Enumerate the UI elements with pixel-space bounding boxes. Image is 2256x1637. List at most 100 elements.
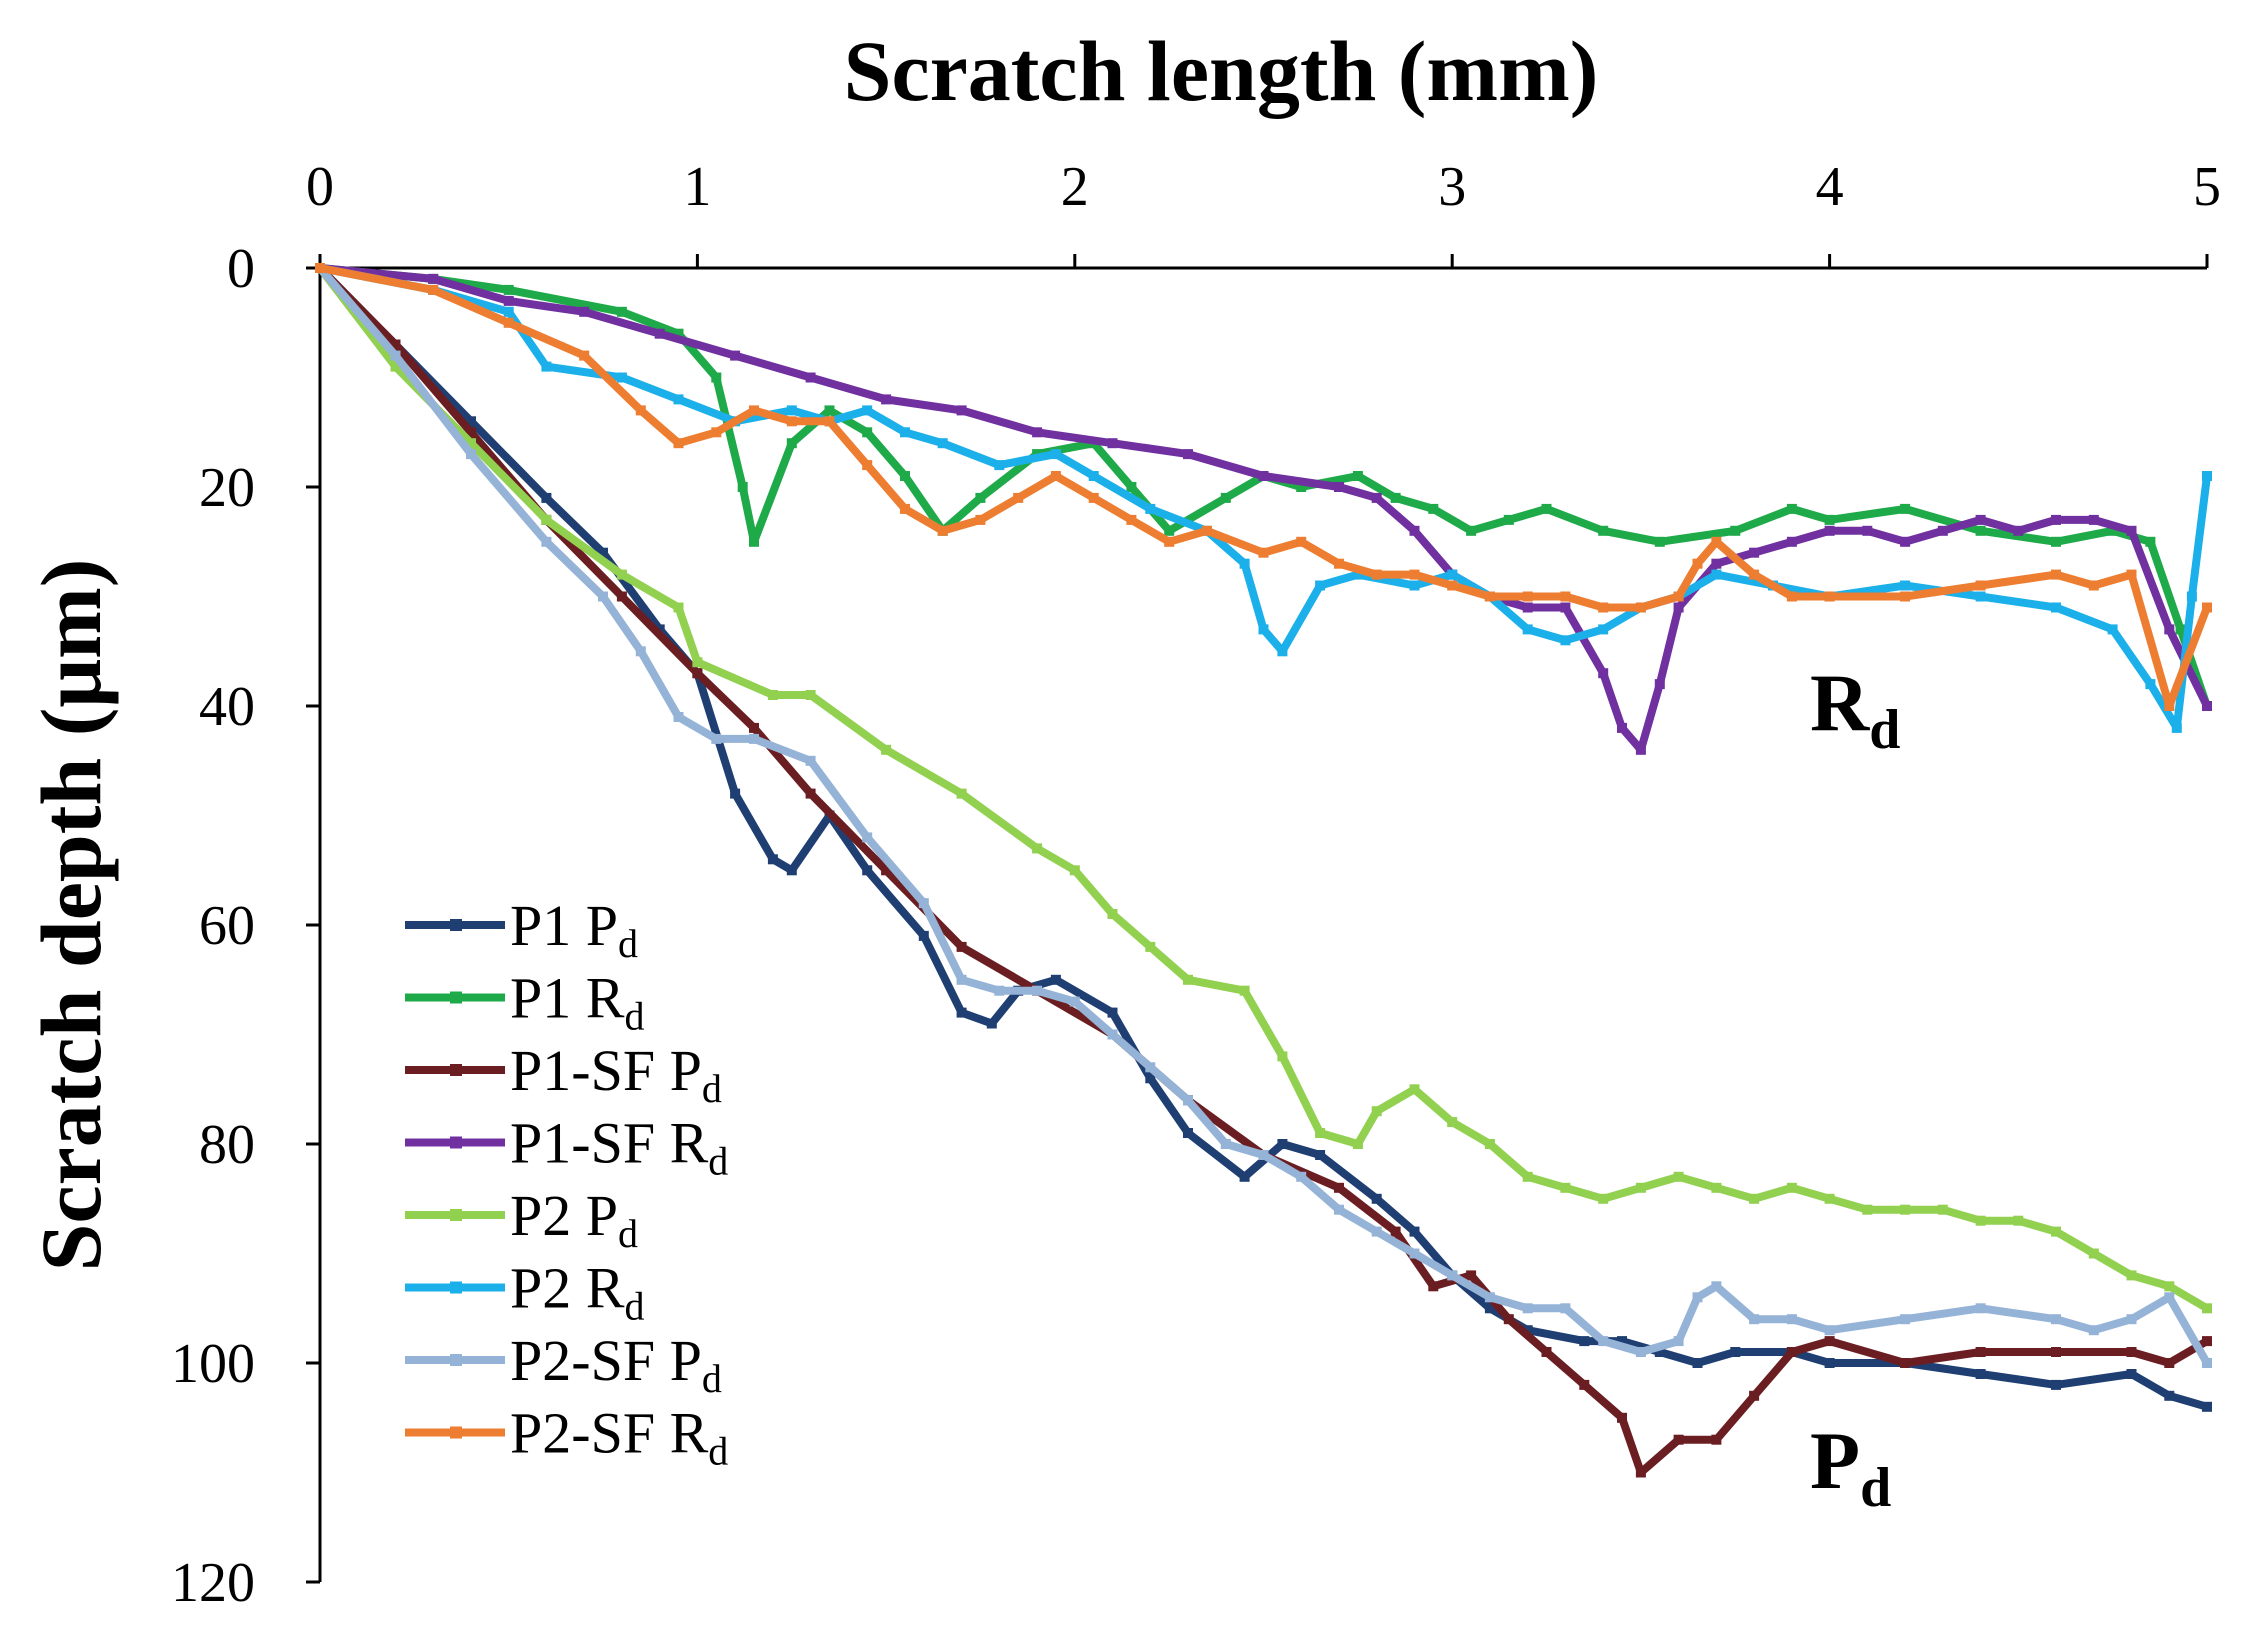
point-p2-rd-36 <box>2107 624 2118 635</box>
x-tick-label-4: 4 <box>1816 156 1844 218</box>
point-p1-rd-33 <box>1975 525 1986 536</box>
legend-label-p2-sf-rd: P2-SF Rd <box>510 1401 728 1474</box>
legend-label-p1-rd: P1 Rd <box>510 966 644 1039</box>
point-p1-sf-pd-7 <box>805 788 816 799</box>
point-p2-rd-10 <box>900 427 910 438</box>
point-p1-rd-9 <box>824 405 835 416</box>
point-p2-sf-rd-32 <box>1692 558 1703 569</box>
point-p1-sf-rd-38 <box>2202 701 2212 711</box>
point-p2-sf-rd-26 <box>1484 591 1495 602</box>
point-p1-pd-11 <box>862 865 873 876</box>
series-line-p2-sf-pd <box>316 264 2211 1367</box>
point-p2-sf-pd-43 <box>2202 1358 2212 1368</box>
point-p2-sf-pd-14 <box>1032 985 1043 996</box>
point-p2-sf-rd-23 <box>1371 569 1382 580</box>
point-p1-pd-4 <box>598 547 608 558</box>
point-p2-pd-26 <box>1598 1193 1609 1204</box>
point-p1-rd-17 <box>1164 525 1175 536</box>
point-p1-pd-38 <box>2126 1369 2137 1379</box>
series-p1-rd <box>315 263 2212 711</box>
point-p2-rd-15 <box>1145 503 1156 514</box>
point-p1-sf-rd-34 <box>2051 514 2061 525</box>
point-p1-pd-28 <box>1579 1336 1590 1347</box>
point-p2-rd-39 <box>2186 591 2197 602</box>
point-p2-pd-3 <box>541 514 552 525</box>
point-p2-sf-rd-36 <box>1824 591 1835 602</box>
point-p2-rd-19 <box>1277 646 1288 657</box>
legend-item-p1-sf-rd: P1-SF Rd <box>405 1111 728 1184</box>
point-p2-sf-rd-22 <box>1334 558 1344 569</box>
legend-item-p2-rd: P2 Rd <box>405 1256 644 1329</box>
x-tick-label-2: 2 <box>1061 156 1089 218</box>
annotation-rd: Rd <box>1810 657 1900 761</box>
point-p1-sf-rd-3 <box>579 306 590 317</box>
point-p1-sf-rd-21 <box>1617 722 1627 733</box>
point-p1-sf-pd-26 <box>1786 1347 1797 1357</box>
point-p1-sf-rd-33 <box>2013 525 2024 536</box>
point-p1-pd-21 <box>1277 1139 1288 1149</box>
point-p2-rd-25 <box>1522 624 1533 635</box>
point-p1-pd-40 <box>2202 1401 2212 1412</box>
point-p1-rd-18 <box>1220 492 1231 503</box>
point-p2-pd-41 <box>2164 1281 2175 1292</box>
point-p1-pd-9 <box>786 865 797 876</box>
point-p1-rd-31 <box>1824 514 1835 525</box>
annotation-rd-sub: d <box>1869 699 1900 761</box>
point-p2-rd-7 <box>786 405 797 416</box>
point-p2-rd-38 <box>2171 722 2182 733</box>
point-p2-sf-rd-15 <box>1050 471 1061 481</box>
legend-marker-p2-sf-rd <box>450 1426 462 1439</box>
point-p2-pd-6 <box>692 657 703 668</box>
series-p2-sf-rd <box>315 263 2212 711</box>
point-p1-sf-rd-5 <box>730 350 741 361</box>
series-p1-sf-rd <box>315 263 2212 755</box>
point-p1-pd-26 <box>1484 1303 1495 1314</box>
point-p2-sf-rd-14 <box>1013 492 1024 503</box>
point-p2-sf-pd-4 <box>598 591 608 602</box>
point-p2-sf-pd-36 <box>1824 1325 1835 1336</box>
point-p2-rd-12 <box>994 460 1005 471</box>
point-p1-sf-rd-24 <box>1673 602 1684 613</box>
point-p1-sf-rd-9 <box>1032 427 1043 438</box>
point-p1-sf-pd-23 <box>1673 1434 1684 1445</box>
point-p2-sf-pd-1 <box>390 350 401 361</box>
point-p1-pd-12 <box>918 930 929 941</box>
y-tick-label-2: 40 <box>199 676 255 738</box>
legend-label-p1-sf-pd: P1-SF Pd <box>510 1038 722 1111</box>
point-p1-pd-22 <box>1315 1150 1326 1160</box>
point-p2-pd-7 <box>767 690 778 700</box>
point-p1-sf-rd-14 <box>1371 492 1382 503</box>
point-p1-sf-pd-15 <box>1390 1226 1401 1237</box>
point-p2-pd-18 <box>1315 1128 1326 1138</box>
point-p2-sf-rd-42 <box>2164 701 2175 711</box>
point-p2-sf-pd-25 <box>1447 1270 1458 1281</box>
point-p2-sf-pd-12 <box>956 974 967 985</box>
legend-marker-p2-rd <box>450 1281 462 1294</box>
point-p2-sf-rd-28 <box>1560 591 1571 602</box>
point-p2-sf-pd-27 <box>1522 1303 1533 1314</box>
point-p1-sf-pd-25 <box>1749 1390 1760 1401</box>
point-p2-rd-40 <box>2202 471 2212 481</box>
legend-item-p2-sf-rd: P2-SF Rd <box>405 1401 728 1474</box>
point-p1-rd-8 <box>786 438 797 449</box>
point-p1-rd-34 <box>2051 536 2061 547</box>
legend-label-p2-pd: P2 Pd <box>510 1183 638 1256</box>
point-p2-rd-17 <box>1239 558 1250 569</box>
point-p2-sf-rd-6 <box>711 427 722 438</box>
point-p2-sf-rd-35 <box>1786 591 1797 602</box>
point-p2-sf-pd-37 <box>1900 1314 1911 1325</box>
point-p2-rd-22 <box>1409 580 1420 591</box>
point-p2-sf-rd-37 <box>1900 591 1911 602</box>
legend-item-p1-sf-pd: P1-SF Pd <box>405 1038 722 1111</box>
point-p2-sf-rd-38 <box>1975 580 1986 591</box>
point-p1-rd-30 <box>1786 503 1797 514</box>
x-tick-label-0: 0 <box>306 156 334 218</box>
point-p1-sf-pd-21 <box>1617 1412 1627 1423</box>
point-p2-rd-33 <box>1900 580 1911 591</box>
point-p2-sf-rd-8 <box>786 416 797 427</box>
point-p2-sf-pd-11 <box>918 898 929 909</box>
point-p1-sf-rd-35 <box>2088 514 2099 525</box>
series-line-p2-rd <box>316 264 2211 732</box>
point-p2-sf-pd-13 <box>994 985 1005 996</box>
point-p2-sf-pd-41 <box>2126 1314 2137 1325</box>
